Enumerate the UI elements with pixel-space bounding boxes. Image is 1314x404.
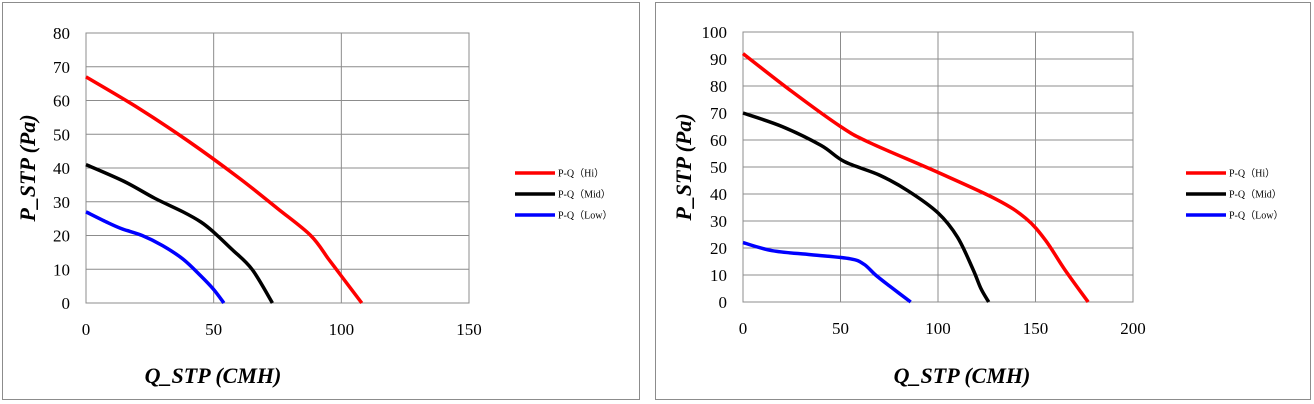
- plot-area: [85, 32, 470, 304]
- x-tick-label: 150: [1023, 319, 1049, 338]
- y-tick-label: 10: [53, 260, 70, 279]
- y-tick-label: 60: [710, 131, 727, 150]
- y-axis-title: P_STP (Pa): [671, 113, 696, 221]
- series-line-0: [85, 75, 364, 305]
- legend-label-2: P-Q（Low）: [558, 210, 612, 222]
- series-line-2: [742, 240, 912, 304]
- x-tick-label: 50: [205, 320, 222, 339]
- y-axis-title: P_STP (Pa): [15, 114, 40, 222]
- y-tick-label: 40: [710, 185, 727, 204]
- y-tick-label: 100: [702, 23, 728, 42]
- chart-panel-right: 0 10 20 30 40 50 60 70 80 90 100 0 50 100 150 200 Q_STP …: [655, 2, 1311, 400]
- y-tick-label: 30: [53, 193, 70, 212]
- x-tick-label: 50: [832, 319, 849, 338]
- y-tick-label: 90: [710, 50, 727, 69]
- chart-panel-left: 0 10 20 30 40 50 60 70 80 0 50 100 150 Q_STP (CMH) P_S…: [2, 2, 640, 400]
- series-line-2: [85, 210, 226, 305]
- y-tick-label: 70: [710, 104, 727, 123]
- y-tick-label: 0: [719, 293, 728, 312]
- plot-area: [742, 31, 1134, 303]
- series-line-1: [742, 111, 991, 303]
- y-tick-label: 80: [710, 77, 727, 96]
- y-tick-label: 60: [53, 92, 70, 111]
- y-tick-label: 70: [53, 58, 70, 77]
- y-tick-label: 20: [710, 239, 727, 258]
- x-tick-label: 0: [739, 319, 748, 338]
- x-axis-title: Q_STP (CMH): [894, 363, 1031, 388]
- series-line-0: [741, 52, 1090, 304]
- legend-label-2: P-Q（Low）: [1229, 210, 1283, 222]
- chart-right-svg: 0 10 20 30 40 50 60 70 80 90 100 0 50 100 150 200 Q_STP …: [671, 23, 1283, 388]
- y-tick-label: 50: [53, 125, 70, 144]
- x-tick-label: 150: [456, 320, 482, 339]
- legend-label-0: P-Q（Hi）: [1229, 168, 1275, 180]
- legend-label-0: P-Q（Hi）: [558, 168, 604, 180]
- x-tick-label: 200: [1120, 319, 1146, 338]
- y-tick-label: 80: [53, 24, 70, 43]
- y-tick-label: 40: [53, 159, 70, 178]
- x-tick-label: 100: [329, 320, 355, 339]
- y-tick-label: 30: [710, 212, 727, 231]
- y-tick-label: 20: [53, 227, 70, 246]
- x-tick-label: 0: [82, 320, 91, 339]
- series-line-1: [85, 163, 274, 304]
- x-tick-label: 100: [925, 319, 951, 338]
- y-tick-label: 10: [710, 266, 727, 285]
- y-tick-label: 50: [710, 158, 727, 177]
- y-tick-label: 0: [62, 294, 71, 313]
- legend-label-1: P-Q（Mid）: [558, 189, 611, 201]
- legend-label-1: P-Q（Mid）: [1229, 189, 1282, 201]
- chart-left-svg: 0 10 20 30 40 50 60 70 80 0 50 100 150 Q_STP (CMH) P_S…: [15, 24, 612, 388]
- x-axis-title: Q_STP (CMH): [145, 363, 282, 388]
